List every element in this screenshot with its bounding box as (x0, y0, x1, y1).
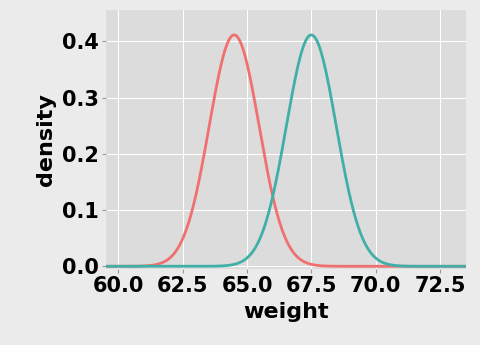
Y-axis label: density: density (36, 93, 56, 186)
X-axis label: weight: weight (243, 302, 328, 322)
